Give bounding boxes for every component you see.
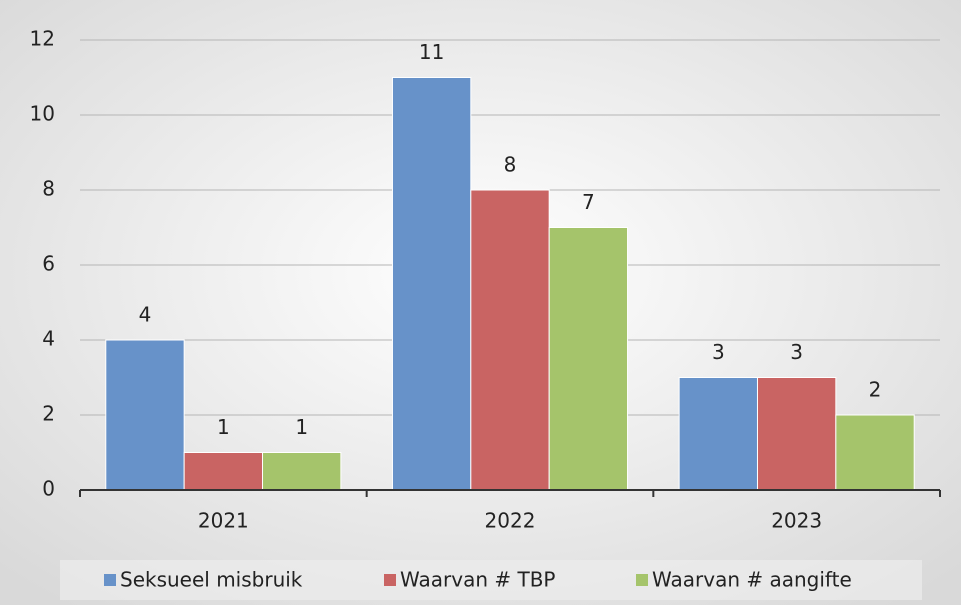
data-label: 3 [712, 340, 725, 364]
data-label: 7 [582, 190, 595, 214]
x-tick-label: 2021 [198, 509, 249, 533]
legend-label: Seksueel misbruik [120, 568, 303, 592]
bar [105, 339, 185, 491]
bar [183, 452, 264, 491]
legend-swatch [104, 574, 116, 586]
legend-swatch [384, 574, 396, 586]
data-label: 2 [869, 378, 882, 402]
y-tick-label: 4 [42, 327, 55, 351]
legend-swatch [636, 574, 648, 586]
bar [756, 377, 837, 491]
data-label: 1 [295, 415, 308, 439]
data-label: 11 [419, 40, 444, 64]
legend-label: Waarvan # TBP [400, 568, 555, 592]
bar [678, 377, 758, 491]
y-tick-label: 2 [42, 402, 55, 426]
legend-label: Waarvan # aangifte [652, 568, 852, 592]
bar [835, 414, 915, 491]
y-tick-label: 8 [42, 177, 55, 201]
bar [262, 452, 342, 491]
legend-box [60, 560, 922, 600]
bar [391, 77, 472, 491]
x-tick-label: 2023 [771, 509, 822, 533]
y-tick-label: 6 [42, 252, 55, 276]
y-tick-label: 10 [30, 102, 55, 126]
y-tick-label: 12 [30, 27, 55, 51]
data-label: 1 [217, 415, 230, 439]
bar [548, 227, 629, 491]
y-tick-label: 0 [42, 477, 55, 501]
data-label: 8 [504, 153, 517, 177]
data-label: 4 [139, 303, 152, 327]
x-tick-label: 2022 [485, 509, 536, 533]
bar [470, 189, 550, 491]
data-label: 3 [790, 340, 803, 364]
